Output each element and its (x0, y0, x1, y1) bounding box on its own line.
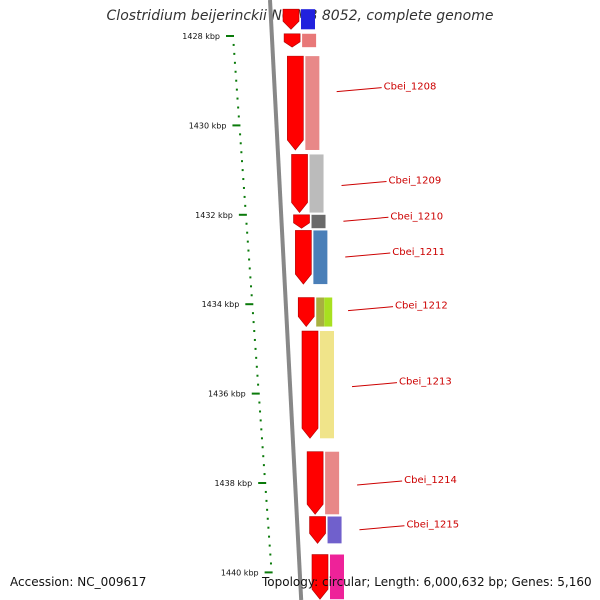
gene-block (302, 33, 317, 48)
cds-arrow (282, 8, 300, 30)
cds-arrow (311, 554, 329, 600)
gene-label-leader (343, 216, 389, 222)
cds-arrow (283, 33, 301, 48)
gene-label-leader (351, 382, 398, 388)
gene-labels: Cbei_1208 Cbei_1209 Cbei_1210 Cbei_1211 Cbei… (336, 82, 459, 531)
ruler-ticks: 1428 kbp 1430 kbp 1432 kbp 1434 kbp 1436 kbp… (182, 32, 273, 577)
cds-arrow (293, 214, 310, 229)
gene-block (329, 554, 344, 600)
cds-arrow (295, 230, 312, 285)
ruler-tick-label: 1430 kbp (189, 121, 227, 130)
gene-label: Cbei_1213 (399, 377, 452, 388)
ruler-tick-label: 1438 kbp (214, 479, 252, 488)
gene-block (320, 331, 335, 439)
cds-arrows (282, 8, 329, 600)
cds-arrow (306, 451, 324, 515)
gene-block (324, 297, 333, 327)
cds-arrow (301, 330, 319, 439)
gene-label-leader (336, 87, 382, 93)
gene-block (327, 516, 342, 544)
cds-arrow (297, 297, 315, 328)
cds-arrow (309, 516, 326, 544)
gene-label: Cbei_1210 (390, 211, 443, 222)
gene-label-leader (359, 525, 405, 531)
ruler-tick-label: 1434 kbp (202, 300, 240, 309)
gene-block (313, 230, 328, 285)
gene-label-leader (357, 480, 403, 486)
gene-label: Cbei_1208 (384, 82, 437, 93)
gene-label: Cbei_1214 (404, 475, 457, 486)
genome-stats-text: Topology: circular; Length: 6,000,632 bp… (262, 575, 592, 589)
accession-text: Accession: NC_009617 (10, 575, 147, 589)
cds-arrow (291, 154, 308, 214)
gene-block (316, 297, 325, 327)
genome-backbone (268, 0, 304, 600)
gene-label: Cbei_1209 (389, 176, 442, 187)
ruler-minor-ticks (232, 43, 272, 565)
gene-block (325, 451, 340, 515)
gene-block (305, 56, 320, 150)
gene-block (301, 9, 316, 30)
gene-label: Cbei_1212 (395, 301, 448, 312)
cds-arrow (287, 55, 304, 151)
gene-features (301, 9, 344, 600)
gene-label-leader (348, 306, 394, 312)
gene-block (311, 214, 326, 229)
gene-label-leader (341, 181, 387, 187)
gene-block (309, 154, 324, 213)
gene-label: Cbei_1215 (406, 520, 459, 531)
map-title: Clostridium beijerinckii NCIMB 8052, com… (106, 8, 494, 24)
ruler-tick-label: 1440 kbp (221, 568, 259, 577)
gene-label: Cbei_1211 (392, 247, 445, 258)
gene-label-leader (345, 252, 391, 258)
ruler-tick-label: 1436 kbp (208, 390, 246, 399)
ruler-tick-label: 1432 kbp (195, 211, 233, 220)
ruler-tick-label: 1428 kbp (182, 32, 220, 41)
backbone-line (268, 0, 304, 600)
